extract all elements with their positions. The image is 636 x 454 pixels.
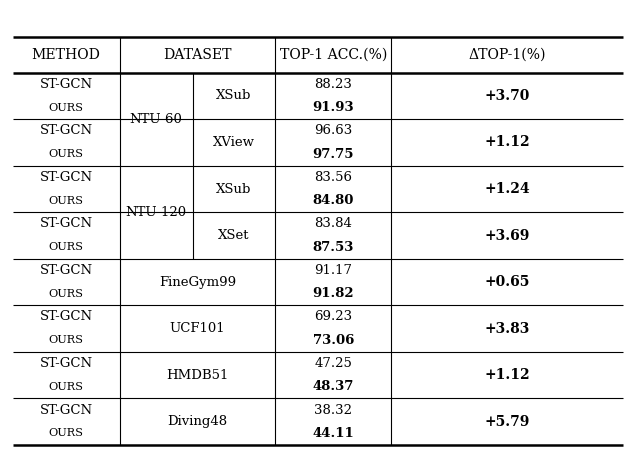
Text: 96.63: 96.63 bbox=[314, 124, 352, 138]
Text: 47.25: 47.25 bbox=[314, 357, 352, 370]
Text: +3.70: +3.70 bbox=[485, 89, 530, 103]
Text: 83.56: 83.56 bbox=[314, 171, 352, 184]
Text: NTU-120: NTU-120 bbox=[126, 206, 187, 219]
Text: OURS: OURS bbox=[48, 242, 84, 252]
Text: OURS: OURS bbox=[48, 103, 84, 113]
Text: NTU-60: NTU-60 bbox=[130, 113, 183, 126]
Text: 91.93: 91.93 bbox=[312, 101, 354, 114]
Text: ST-GCN: ST-GCN bbox=[39, 78, 93, 91]
Text: 91.17: 91.17 bbox=[314, 264, 352, 277]
Text: OURS: OURS bbox=[48, 428, 84, 438]
Text: 97.75: 97.75 bbox=[312, 148, 354, 161]
Text: 88.23: 88.23 bbox=[314, 78, 352, 91]
Text: 83.84: 83.84 bbox=[314, 217, 352, 231]
Text: +1.12: +1.12 bbox=[485, 368, 530, 382]
Text: XSet: XSet bbox=[218, 229, 250, 242]
Text: OURS: OURS bbox=[48, 335, 84, 345]
Text: 87.53: 87.53 bbox=[312, 241, 354, 254]
Text: DATASET: DATASET bbox=[163, 48, 232, 62]
Text: OURS: OURS bbox=[48, 289, 84, 299]
Text: ST-GCN: ST-GCN bbox=[39, 264, 93, 277]
Text: +5.79: +5.79 bbox=[485, 415, 530, 429]
Text: +1.24: +1.24 bbox=[485, 182, 530, 196]
Text: HMDB51: HMDB51 bbox=[166, 369, 228, 382]
Text: 84.80: 84.80 bbox=[312, 194, 354, 207]
Text: ST-GCN: ST-GCN bbox=[39, 357, 93, 370]
Text: OURS: OURS bbox=[48, 196, 84, 206]
Text: Diving48: Diving48 bbox=[167, 415, 228, 428]
Text: 91.82: 91.82 bbox=[312, 287, 354, 300]
Text: TOP-1 ACC.(%): TOP-1 ACC.(%) bbox=[280, 48, 387, 62]
Text: ST-GCN: ST-GCN bbox=[39, 217, 93, 231]
Text: +0.65: +0.65 bbox=[485, 275, 530, 289]
Text: ST-GCN: ST-GCN bbox=[39, 171, 93, 184]
Text: +3.83: +3.83 bbox=[485, 321, 530, 336]
Text: ST-GCN: ST-GCN bbox=[39, 404, 93, 416]
Text: +3.69: +3.69 bbox=[485, 228, 530, 242]
Text: ST-GCN: ST-GCN bbox=[39, 124, 93, 138]
Text: 44.11: 44.11 bbox=[312, 427, 354, 440]
Text: XSub: XSub bbox=[216, 183, 252, 196]
Text: 48.37: 48.37 bbox=[312, 380, 354, 393]
Text: ΔTOP-1(%): ΔTOP-1(%) bbox=[469, 48, 546, 62]
Text: OURS: OURS bbox=[48, 149, 84, 159]
Text: ST-GCN: ST-GCN bbox=[39, 311, 93, 323]
Text: 73.06: 73.06 bbox=[312, 334, 354, 347]
Text: UCF101: UCF101 bbox=[170, 322, 225, 335]
Text: FineGym99: FineGym99 bbox=[159, 276, 236, 289]
Text: 38.32: 38.32 bbox=[314, 404, 352, 416]
Text: XView: XView bbox=[213, 136, 255, 149]
Text: METHOD: METHOD bbox=[32, 48, 100, 62]
Text: OURS: OURS bbox=[48, 382, 84, 392]
Text: +1.12: +1.12 bbox=[485, 135, 530, 149]
Text: XSub: XSub bbox=[216, 89, 252, 103]
Text: 69.23: 69.23 bbox=[314, 311, 352, 323]
